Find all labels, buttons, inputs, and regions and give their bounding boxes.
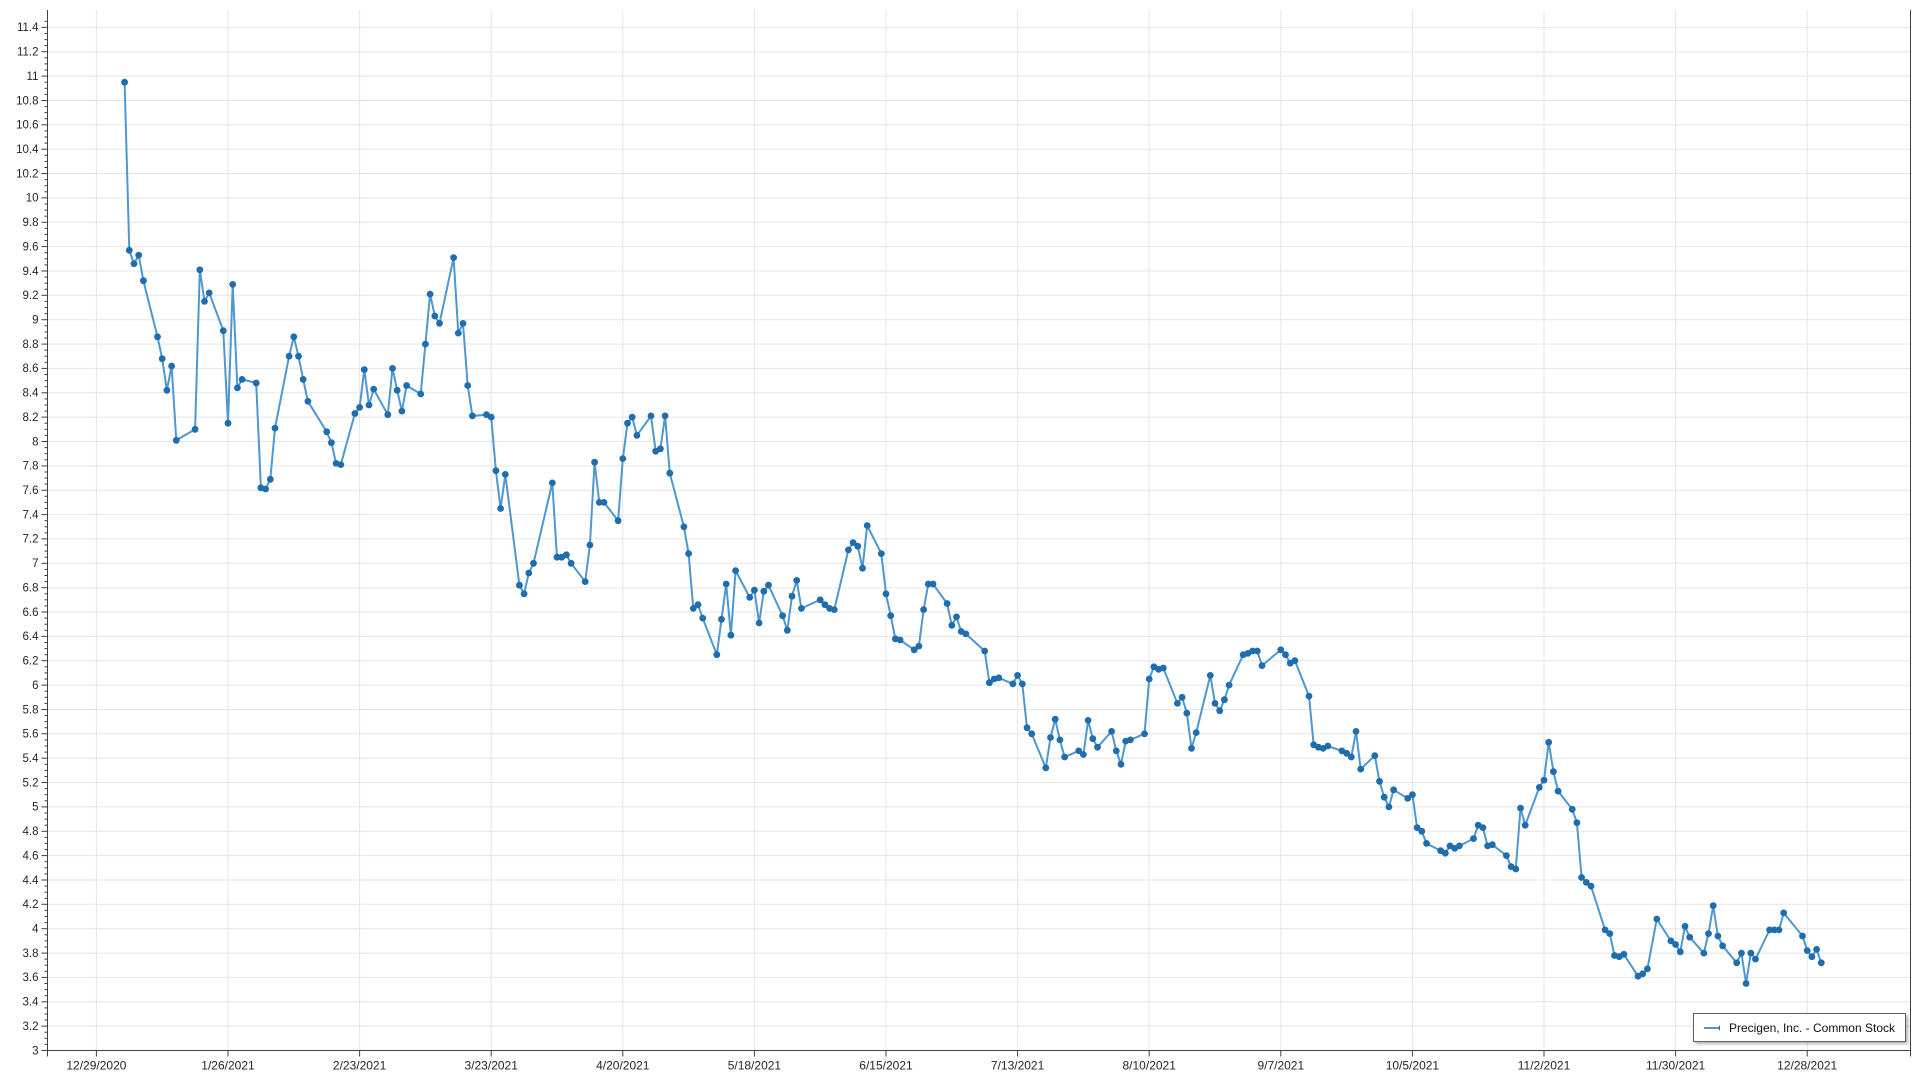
svg-text:6.8: 6.8 xyxy=(23,583,39,595)
svg-text:3.8: 3.8 xyxy=(23,948,39,960)
svg-text:10: 10 xyxy=(26,193,39,205)
svg-text:5.4: 5.4 xyxy=(23,753,40,765)
svg-text:10.2: 10.2 xyxy=(16,168,38,180)
svg-text:9.4: 9.4 xyxy=(23,266,40,278)
svg-text:8.2: 8.2 xyxy=(23,412,39,424)
svg-text:3/23/2021: 3/23/2021 xyxy=(465,1059,519,1073)
legend: Precigen, Inc. - Common Stock xyxy=(1693,1013,1906,1042)
svg-text:7.4: 7.4 xyxy=(23,509,40,521)
svg-text:3.6: 3.6 xyxy=(23,972,39,984)
svg-text:8.6: 8.6 xyxy=(23,363,39,375)
svg-text:6: 6 xyxy=(32,680,38,692)
svg-text:8/10/2021: 8/10/2021 xyxy=(1123,1059,1177,1073)
svg-text:9.8: 9.8 xyxy=(23,217,39,229)
svg-text:5: 5 xyxy=(32,802,38,814)
svg-text:10.6: 10.6 xyxy=(16,120,38,132)
svg-text:10.8: 10.8 xyxy=(16,95,38,107)
svg-text:3.2: 3.2 xyxy=(23,1021,39,1033)
svg-text:8.8: 8.8 xyxy=(23,339,39,351)
svg-text:11.2: 11.2 xyxy=(17,47,39,59)
svg-text:5.6: 5.6 xyxy=(23,729,39,741)
svg-text:6.2: 6.2 xyxy=(23,656,39,668)
legend-line-marker-icon xyxy=(1704,1024,1720,1031)
svg-text:4.4: 4.4 xyxy=(23,875,40,887)
svg-text:3.4: 3.4 xyxy=(23,997,40,1009)
svg-text:6.4: 6.4 xyxy=(23,631,40,643)
svg-text:4.8: 4.8 xyxy=(23,826,39,838)
svg-text:9.2: 9.2 xyxy=(23,290,39,302)
svg-text:10.4: 10.4 xyxy=(16,144,39,156)
svg-text:4/20/2021: 4/20/2021 xyxy=(596,1059,650,1073)
svg-text:10/5/2021: 10/5/2021 xyxy=(1386,1059,1440,1073)
legend-series-label: Precigen, Inc. - Common Stock xyxy=(1728,1020,1895,1035)
svg-text:11/2/2021: 11/2/2021 xyxy=(1518,1059,1571,1073)
svg-text:12/28/2021: 12/28/2021 xyxy=(1777,1059,1837,1073)
svg-text:4.6: 4.6 xyxy=(23,850,39,862)
svg-text:8.4: 8.4 xyxy=(23,388,40,400)
svg-text:1/26/2021: 1/26/2021 xyxy=(201,1059,255,1073)
svg-text:5/18/2021: 5/18/2021 xyxy=(728,1059,782,1073)
svg-text:3: 3 xyxy=(32,1045,38,1057)
svg-text:4: 4 xyxy=(32,924,39,936)
svg-text:7: 7 xyxy=(32,558,38,570)
svg-text:6/15/2021: 6/15/2021 xyxy=(859,1059,913,1073)
svg-text:2/23/2021: 2/23/2021 xyxy=(333,1059,387,1073)
svg-text:11/30/2021: 11/30/2021 xyxy=(1646,1059,1705,1073)
svg-text:6.6: 6.6 xyxy=(23,607,39,619)
svg-text:7/13/2021: 7/13/2021 xyxy=(991,1059,1045,1073)
svg-text:5.8: 5.8 xyxy=(23,704,39,716)
svg-text:11.4: 11.4 xyxy=(17,22,39,34)
svg-text:7.6: 7.6 xyxy=(23,485,39,497)
svg-text:9.6: 9.6 xyxy=(23,241,39,253)
svg-text:7.8: 7.8 xyxy=(23,461,39,473)
svg-text:11: 11 xyxy=(27,71,39,83)
svg-text:8: 8 xyxy=(32,436,38,448)
svg-text:7.2: 7.2 xyxy=(23,534,39,546)
svg-text:5.2: 5.2 xyxy=(23,777,39,789)
svg-text:9/7/2021: 9/7/2021 xyxy=(1257,1059,1304,1073)
svg-text:12/29/2020: 12/29/2020 xyxy=(66,1059,126,1073)
svg-text:9: 9 xyxy=(32,315,38,327)
svg-text:4.2: 4.2 xyxy=(23,899,39,911)
